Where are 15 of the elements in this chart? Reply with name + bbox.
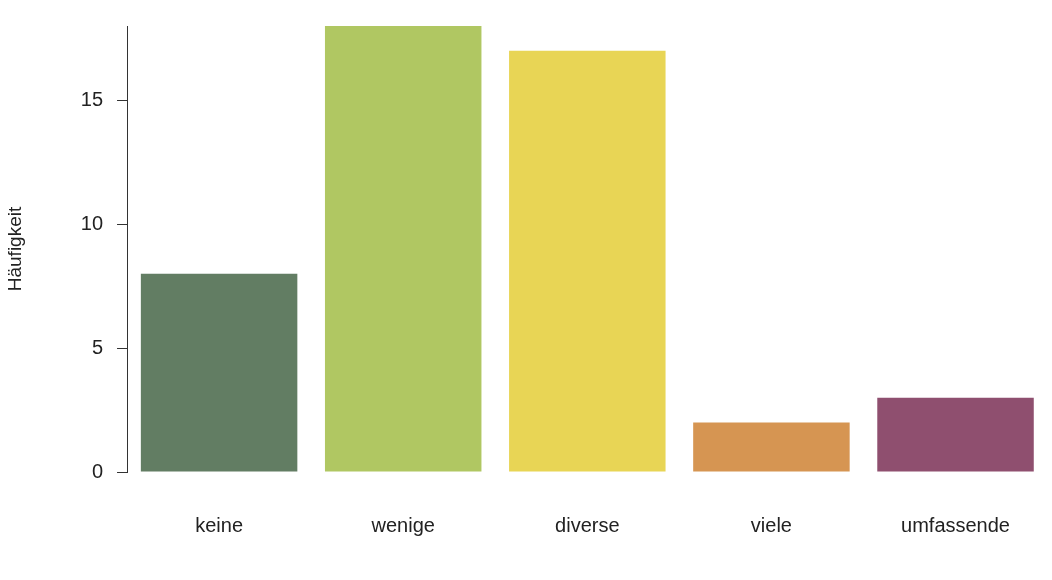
x-tick-label: keine [195, 513, 244, 536]
x-tick-label: diverse [555, 513, 620, 536]
y-axis-title: Häufigkeit [3, 206, 25, 292]
bar [877, 397, 1034, 472]
bar [693, 422, 850, 472]
bar [509, 50, 666, 472]
y-tick-label: 15 [80, 87, 104, 110]
bar [324, 26, 482, 472]
x-tick-label: viele [750, 513, 792, 536]
x-tick-label: wenige [370, 513, 435, 536]
bar [140, 273, 298, 472]
x-tick-label: umfassende [901, 513, 1011, 536]
y-tick-label: 0 [91, 459, 104, 482]
y-tick-label: 5 [91, 335, 104, 358]
y-tick-label: 10 [80, 211, 104, 234]
